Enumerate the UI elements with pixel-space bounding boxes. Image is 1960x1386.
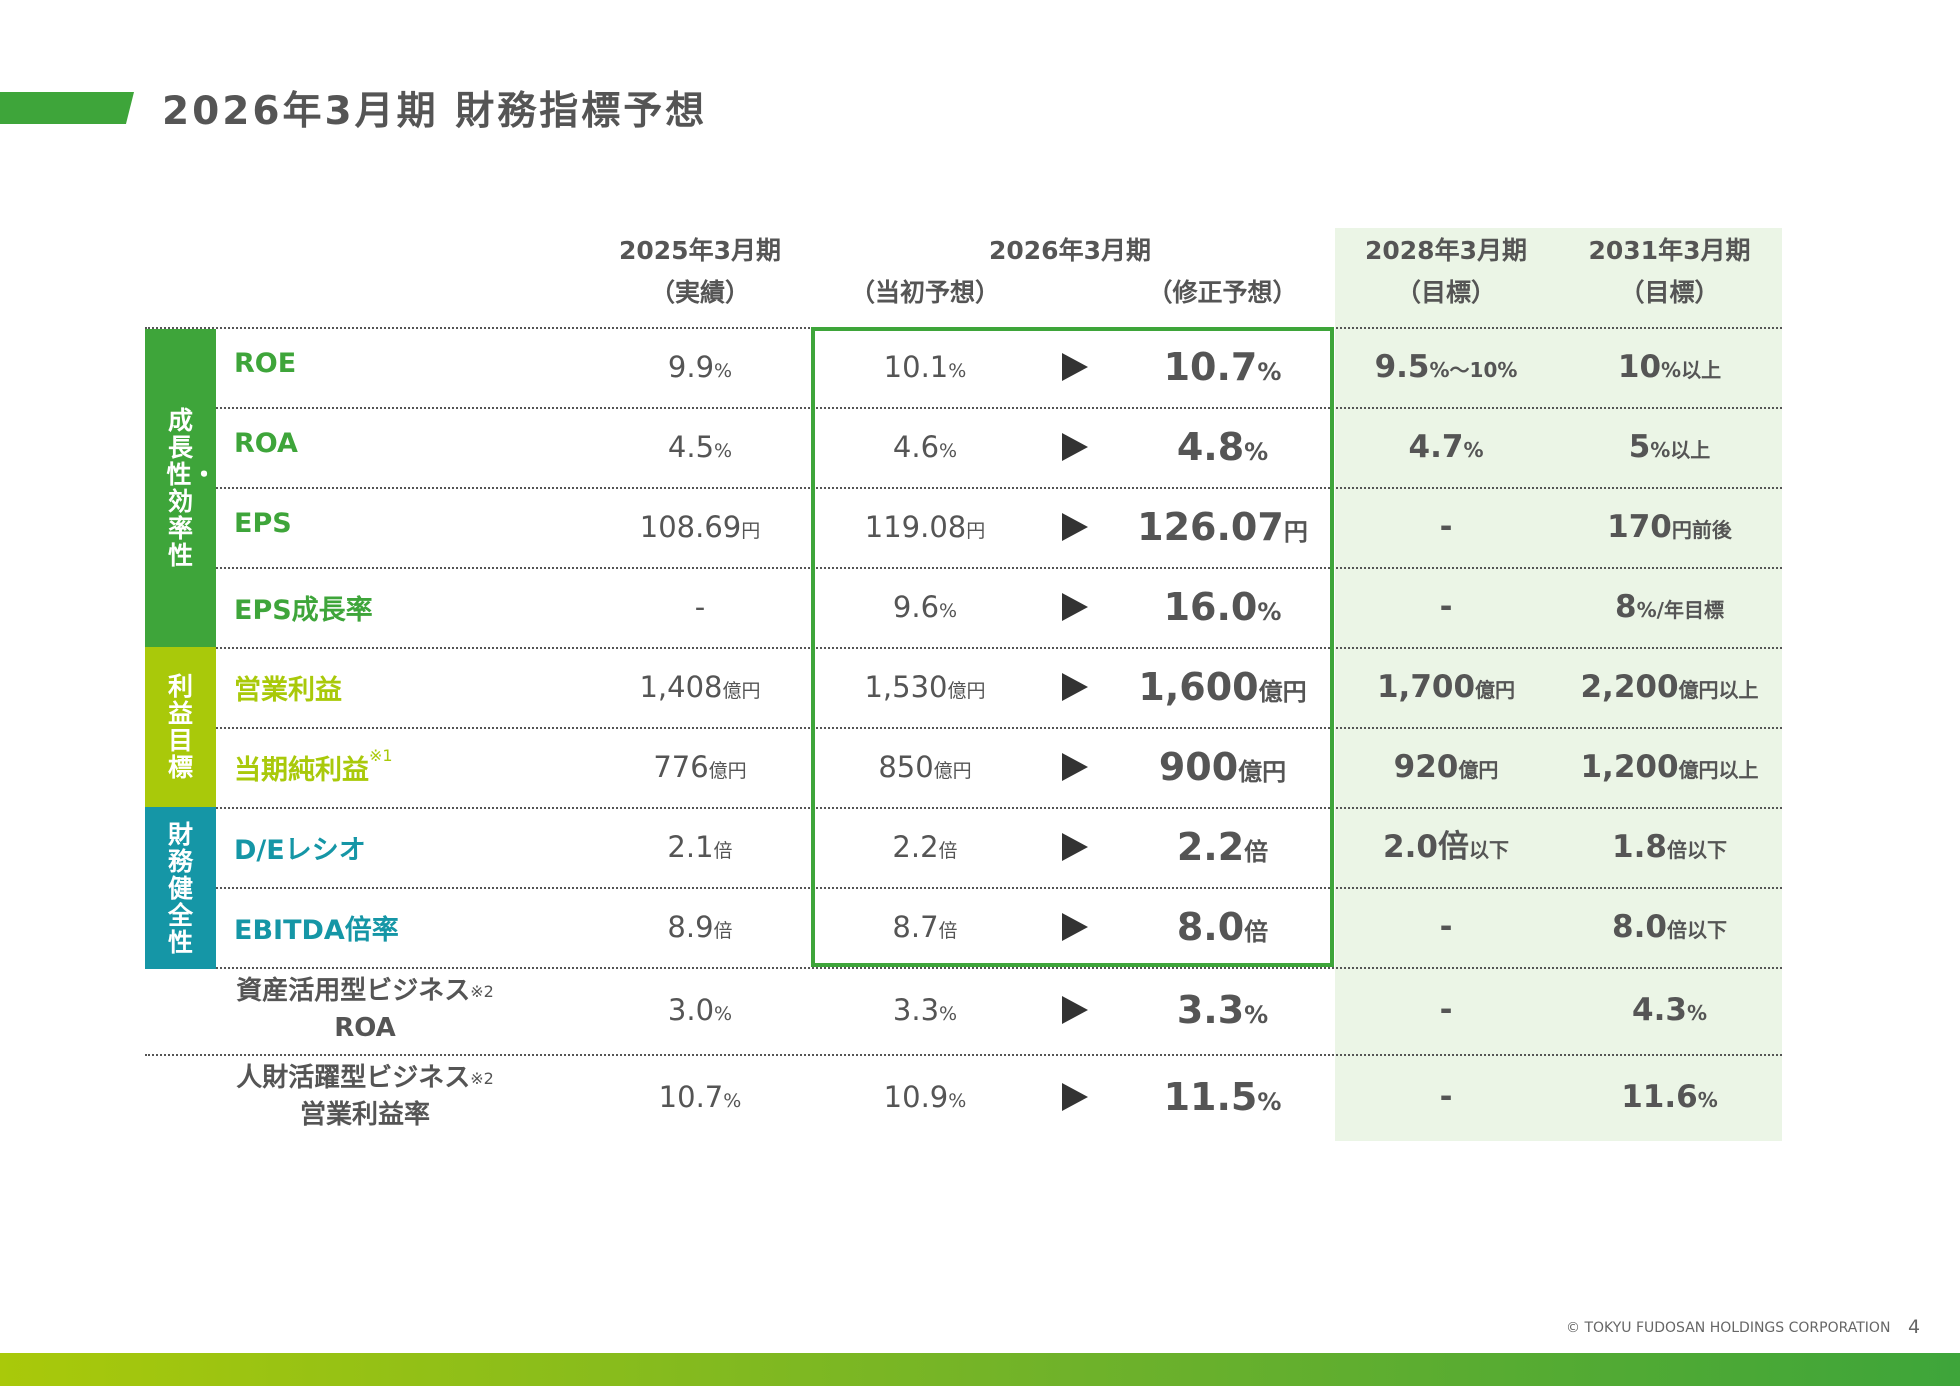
arrow-icon [1062,513,1088,541]
cell-fy2026-initial: 4.6% [892,430,958,464]
row-label-de-ratio: D/Eレシオ [234,835,366,866]
row-label-hr-business: 人財活躍型ビジネス※2 営業利益率 [236,1063,494,1130]
cell-fy2025: 2.1倍 [667,830,733,864]
cell-fy2031: 11.6% [1621,1079,1718,1115]
copyright: © TOKYU FUDOSAN HOLDINGS CORPORATION [1566,1320,1891,1336]
cell-fy2026-initial: 1,530億円 [864,670,986,704]
row-label-eps: EPS [234,508,292,539]
header-fy2026-revised: （修正予想） [1147,278,1298,307]
cell-fy2026-revised: 1,600億円 [1138,665,1307,709]
cell-fy2026-initial: 9.6% [892,590,958,624]
cell-fy2031: 4.3% [1632,992,1707,1028]
header-fy2025: 2025年3月期 （実績） [619,236,781,307]
arrow-icon [1062,353,1088,381]
category-financial: 財務健全性 [145,807,216,969]
row-divider [145,487,1782,489]
cell-fy2026-revised: 3.3% [1176,988,1269,1032]
cell-fy2031: 1,200億円以上 [1580,749,1759,785]
page-title: 2026年3月期 財務指標予想 [162,89,708,134]
header-fy2026-initial: （当初予想） [849,278,1000,307]
cell-fy2028: 920億円 [1393,749,1499,785]
row-label-operating-profit: 営業利益 [234,675,342,706]
cell-fy2031: 5%以上 [1628,429,1711,465]
row-divider [145,967,1782,969]
cell-fy2028: - [1439,509,1453,545]
cell-fy2031: 10%以上 [1617,349,1722,385]
cell-fy2025: - [694,590,706,624]
cell-fy2031: 8%/年目標 [1615,589,1724,625]
row-label-eps-growth: EPS成長率 [234,595,373,626]
arrow-icon [1062,913,1088,941]
cell-fy2025: 4.5% [667,430,733,464]
row-divider [145,807,1782,809]
row-divider [145,727,1782,729]
cell-fy2026-revised: 2.2倍 [1176,825,1269,869]
arrow-icon [1062,433,1088,461]
fy2026-highlight-box [811,327,1334,967]
cell-fy2028: - [1439,1079,1453,1115]
cell-fy2025: 108.69円 [639,510,761,544]
row-divider [145,407,1782,409]
arrow-icon [1062,673,1088,701]
cell-fy2026-revised: 10.7% [1163,345,1282,389]
cell-fy2028: 4.7% [1408,429,1484,465]
cell-fy2028: 1,700億円 [1376,669,1516,705]
cell-fy2028: - [1439,589,1453,625]
cell-fy2026-initial: 3.3% [892,993,958,1027]
row-divider [145,887,1782,889]
cell-fy2031: 170円前後 [1607,509,1732,545]
cell-fy2026-revised: 126.07円 [1137,505,1308,549]
cell-fy2025: 3.0% [667,993,733,1027]
header-fy2031: 2031年3月期 （目標） [1588,236,1751,307]
category-profit: 利益目標 [145,647,216,807]
cell-fy2028: - [1439,909,1453,945]
cell-fy2025: 1,408億円 [639,670,761,704]
row-label-roe: ROE [234,348,297,379]
cell-fy2026-revised: 900億円 [1158,745,1287,789]
arrow-icon [1062,593,1088,621]
cell-fy2026-revised: 4.8% [1176,425,1269,469]
title-accent-bar [0,92,134,124]
row-label-asset-business: 資産活用型ビジネス※2 ROA [236,976,494,1043]
cell-fy2026-initial: 10.1% [883,350,967,384]
target-columns-background [1335,228,1782,1141]
arrow-icon [1062,996,1088,1024]
cell-fy2026-revised: 11.5% [1163,1075,1282,1119]
cell-fy2025: 8.9倍 [667,910,733,944]
row-divider [145,567,1782,569]
cell-fy2026-initial: 2.2倍 [892,830,958,864]
cell-fy2025: 9.9% [667,350,733,384]
arrow-icon [1062,833,1088,861]
cell-fy2031: 1.8倍以下 [1612,829,1727,865]
cell-fy2026-revised: 8.0倍 [1176,905,1269,949]
cell-fy2025: 776億円 [653,750,747,784]
page-number: 4 [1908,1316,1921,1338]
cell-fy2026-initial: 119.08円 [864,510,986,544]
category-growth: 成長性・効率性 [145,329,217,647]
cell-fy2026-initial: 850億円 [878,750,972,784]
cell-fy2025: 10.7% [658,1080,742,1114]
header-fy2026: 2026年3月期 [989,236,1151,265]
cell-fy2031: 2,200億円以上 [1580,669,1759,705]
header-fy2028: 2028年3月期 （目標） [1365,236,1527,307]
cell-fy2026-initial: 10.9% [883,1080,967,1114]
row-label-roa: ROA [234,428,298,459]
row-divider [145,1054,1782,1056]
cell-fy2026-initial: 8.7倍 [892,910,958,944]
row-label-ebitda: EBITDA倍率 [234,915,399,946]
arrow-icon [1062,1083,1088,1111]
row-divider [145,647,1782,649]
cell-fy2031: 8.0倍以下 [1612,909,1727,945]
arrow-icon [1062,753,1088,781]
cell-fy2028: - [1439,992,1453,1028]
cell-fy2028: 2.0倍以下 [1383,829,1509,865]
cell-fy2028: 9.5%～10% [1374,349,1518,385]
row-label-net-income: 当期純利益※1 [234,746,393,786]
cell-fy2026-revised: 16.0% [1163,585,1282,629]
bottom-gradient-bar [0,1353,1960,1386]
